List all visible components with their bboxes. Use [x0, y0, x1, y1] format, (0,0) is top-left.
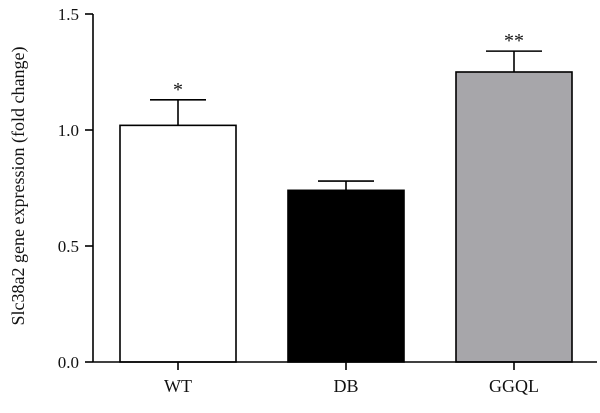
significance-marker: **	[504, 30, 524, 52]
y-tick-label: 1.5	[58, 5, 79, 24]
x-tick-label: DB	[333, 376, 358, 396]
y-axis: 0.0 0.5 1.0 1.5	[58, 5, 94, 372]
significance-marker: *	[173, 79, 183, 101]
x-axis: WT DB GGQL	[93, 361, 597, 396]
x-tick-label: WT	[164, 376, 192, 396]
x-tick-label: GGQL	[489, 376, 539, 396]
y-axis-label: Slc38a2 gene expression (fold change)	[8, 47, 29, 326]
y-tick-label: 0.5	[58, 237, 79, 256]
bar-db	[287, 189, 405, 363]
y-tick-label: 1.0	[58, 121, 79, 140]
bar-wt	[119, 124, 237, 363]
bars: ***	[119, 30, 573, 363]
y-tick-label: 0.0	[58, 353, 79, 372]
bar-ggql	[455, 71, 573, 363]
